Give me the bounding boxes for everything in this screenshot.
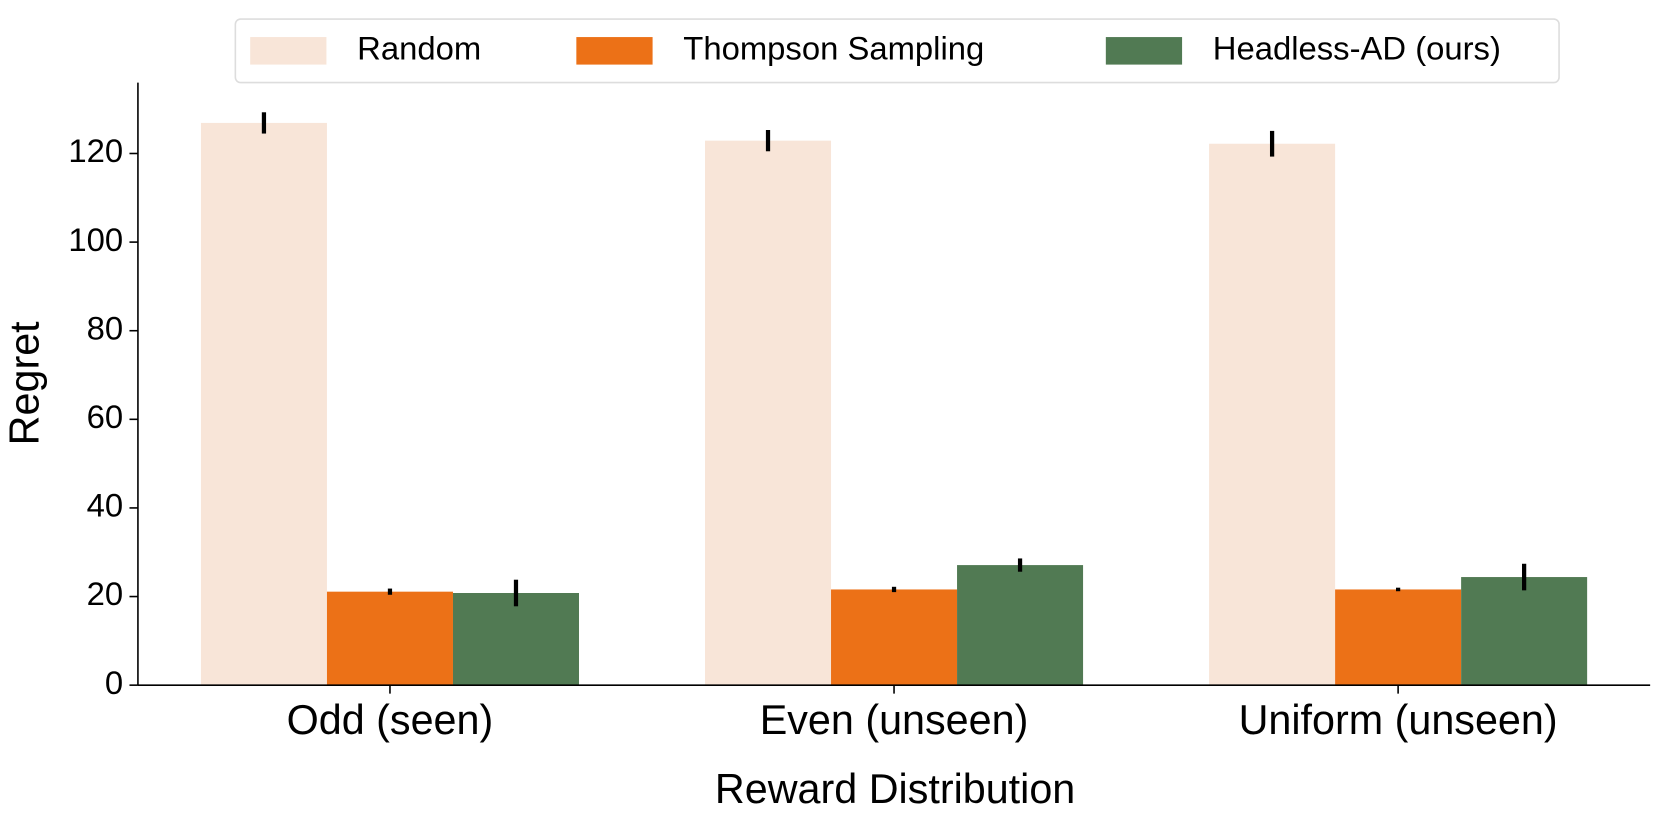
y-tick-label: 40 [87, 487, 123, 524]
legend-swatch [250, 37, 327, 65]
bar [831, 589, 958, 686]
y-tick-label: 80 [87, 309, 123, 346]
y-axis-title: Regret [2, 321, 48, 445]
x-tick-label: Even (unseen) [760, 697, 1029, 743]
y-tick-label: 20 [87, 575, 123, 612]
bar [957, 565, 1084, 686]
bar [326, 591, 453, 686]
y-tick-label: 120 [68, 132, 123, 169]
x-tick-label: Odd (seen) [287, 697, 494, 743]
legend-box [234, 18, 1560, 84]
bar [705, 140, 832, 686]
x-tick-label: Uniform (unseen) [1239, 697, 1558, 743]
legend-label: Headless-AD (ours) [1213, 30, 1501, 67]
legend-swatch [1105, 37, 1183, 65]
bar [452, 593, 579, 686]
y-tick-label: 60 [87, 398, 123, 435]
y-tick-label: 0 [105, 664, 123, 701]
legend-label: Thompson Sampling [683, 30, 984, 67]
y-tick-label: 100 [68, 221, 123, 258]
bar [1209, 143, 1336, 686]
bar [1335, 589, 1462, 686]
legend-label: Random [357, 30, 481, 67]
x-axis-title: Reward Distribution [715, 766, 1075, 812]
legend-swatch [576, 37, 653, 65]
bar [200, 122, 327, 686]
bar [1461, 577, 1588, 686]
